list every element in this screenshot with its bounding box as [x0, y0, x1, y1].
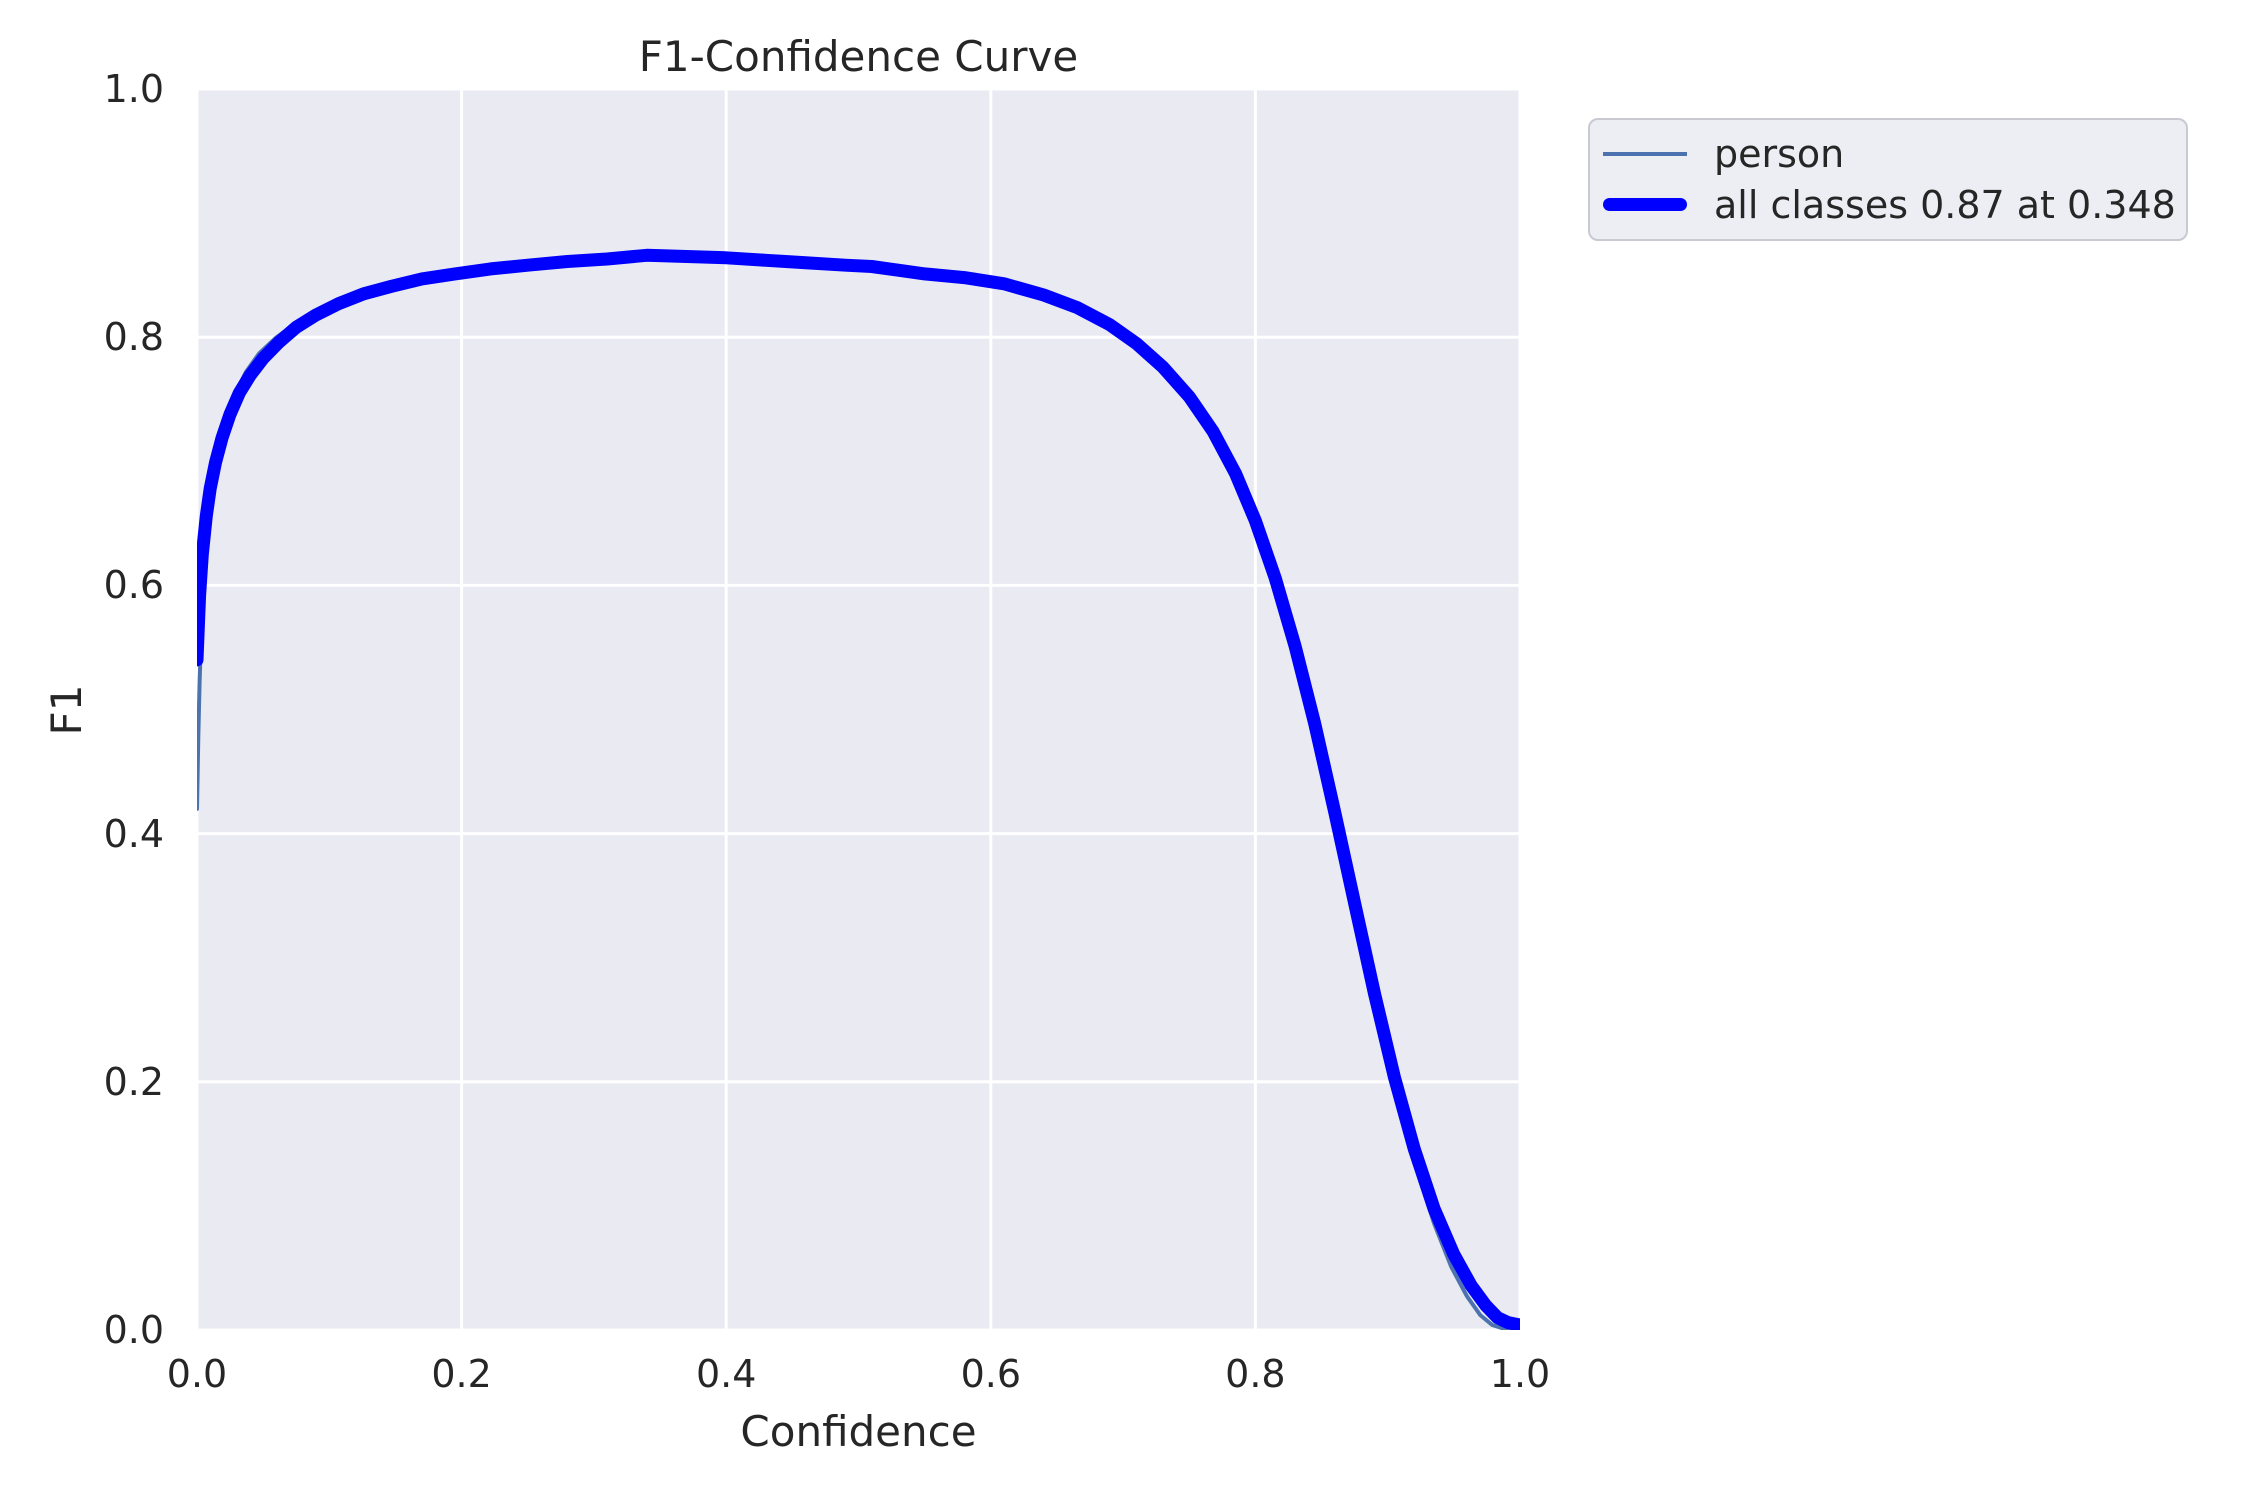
x-tick-label: 0.4	[695, 1352, 757, 1396]
y-tick-label: 0.8	[103, 315, 164, 360]
y-tick-label: 0.4	[103, 811, 164, 856]
series-line-1	[197, 248, 1520, 1330]
legend-label-all-classes: all classes 0.87 at 0.348	[1714, 182, 2176, 227]
legend-line-sample-all-classes	[1603, 198, 1687, 212]
x-tick-label: 0.2	[431, 1352, 492, 1396]
legend-item-person: person	[1590, 132, 2186, 176]
x-axis-label: Confidence	[740, 1407, 977, 1456]
y-tick-label: 0.0	[103, 1308, 164, 1352]
plot-area	[197, 89, 1520, 1330]
y-tick-label: 0.6	[103, 563, 164, 608]
x-tick-label: 1.0	[1489, 1352, 1551, 1396]
x-tick-label: 0.0	[166, 1352, 228, 1396]
legend-item-all-classes: all classes 0.87 at 0.348	[1590, 183, 2186, 227]
x-tick-label: 0.6	[960, 1352, 1022, 1396]
plot-svg	[197, 89, 1520, 1330]
y-axis-label: F1	[41, 684, 91, 736]
y-tick-label: 0.2	[103, 1059, 164, 1104]
chart-title: F1-Confidence Curve	[638, 32, 1079, 81]
y-tick-label: 1.0	[103, 67, 164, 111]
legend: person all classes 0.87 at 0.348	[1588, 118, 2188, 241]
legend-label-person: person	[1714, 132, 1845, 177]
legend-line-sample-person	[1603, 152, 1687, 157]
series-line-0	[197, 253, 1520, 1330]
x-tick-label: 0.8	[1225, 1352, 1286, 1396]
